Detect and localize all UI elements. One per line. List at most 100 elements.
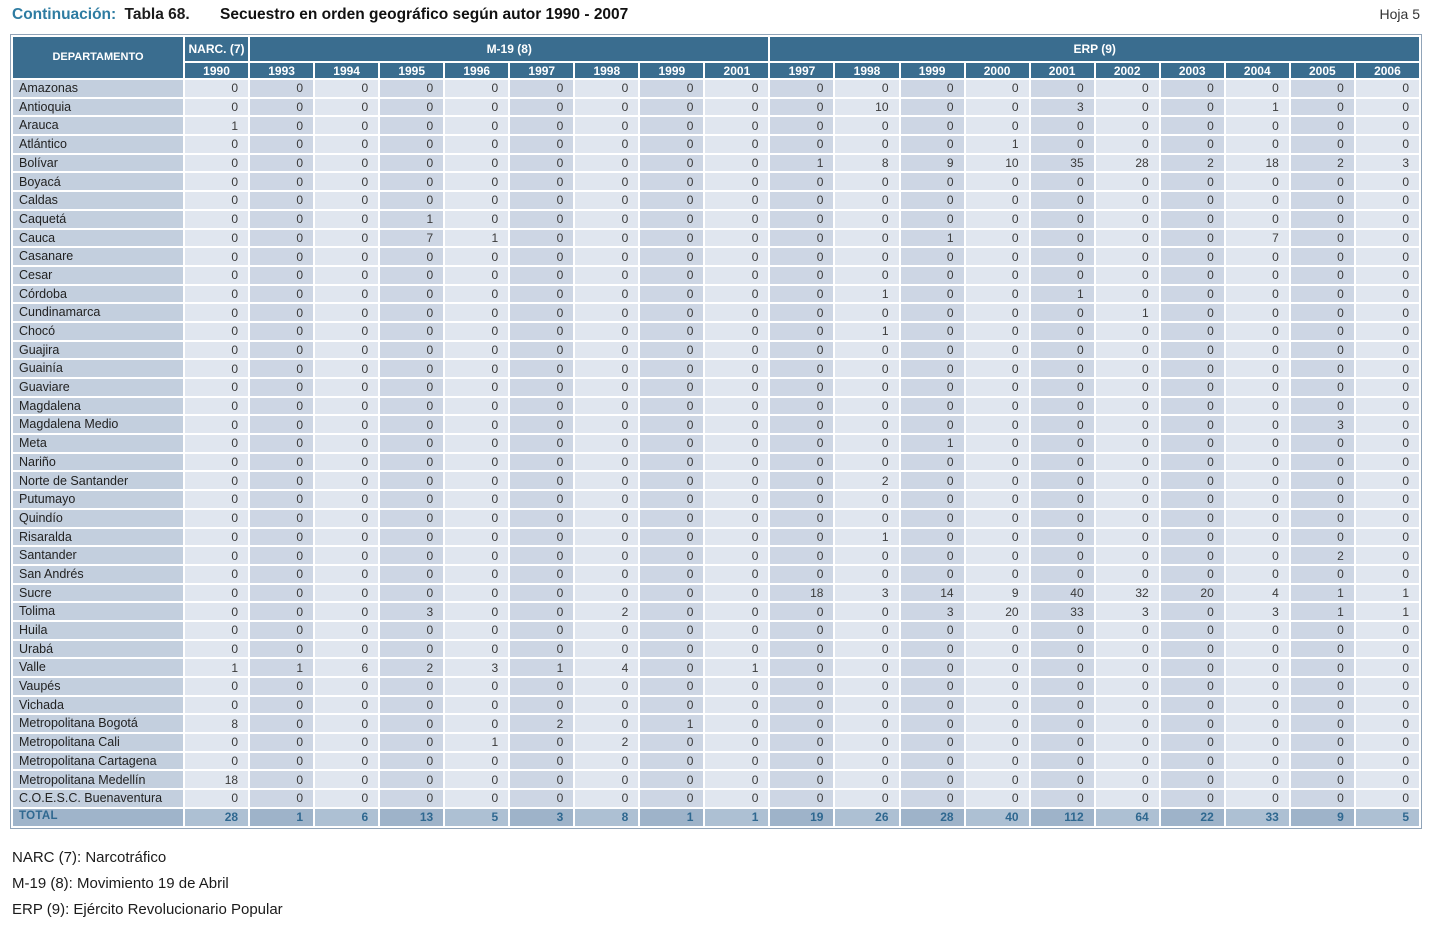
table-cell: 0: [1355, 640, 1419, 658]
table-cell: 0: [705, 136, 769, 153]
table-cell: 0: [1355, 752, 1419, 770]
table-cell: 0: [900, 453, 964, 471]
table-cell: 0: [1290, 285, 1354, 303]
table-cell: 0: [1225, 136, 1289, 153]
table-row-santander: Santander 0 0 0 0 0 0 0 0 0 0 0 0 0 0 0 0 0 2 0: [13, 547, 1419, 564]
row-label: C.O.E.S.C. Buenaventura: [13, 790, 183, 807]
table-cell: 0: [575, 136, 639, 153]
table-cell: 0: [900, 304, 964, 321]
table-cell: 0: [445, 173, 509, 191]
table-cell: 0: [640, 528, 704, 546]
table-cell: 0: [445, 472, 509, 490]
table-cell: 0: [1290, 734, 1354, 751]
table-cell: 0: [1160, 210, 1224, 228]
table-cell: 0: [1160, 192, 1224, 209]
table-cell: 2: [510, 715, 574, 733]
table-cell: 0: [445, 678, 509, 695]
table-row-cauca: Cauca 0 0 0 7 1 0 0 0 0 0 0 1 0 0 0 0 7 0 0: [13, 229, 1419, 247]
table-cell: 0: [1225, 435, 1289, 452]
table-cell: 0: [510, 472, 574, 490]
table-cell: 0: [900, 360, 964, 377]
table-cell: 1: [1030, 285, 1094, 303]
table-cell: 0: [770, 435, 834, 452]
table-cell: 0: [1225, 266, 1289, 284]
table-cell: 0: [965, 678, 1029, 695]
table-cell: 0: [965, 173, 1029, 191]
table-cell: 0: [575, 509, 639, 527]
table-cell: 0: [705, 341, 769, 359]
table-cell: 0: [900, 322, 964, 340]
table-cell: 0: [835, 621, 899, 639]
table-cell: 0: [1095, 640, 1159, 658]
table-cell: 0: [900, 790, 964, 807]
table-cell: 0: [510, 117, 574, 135]
table-cell: 0: [445, 435, 509, 452]
table-cell: 0: [705, 491, 769, 508]
table-cell: 0: [445, 136, 509, 153]
table-cell: 0: [900, 285, 964, 303]
table-cell: 9: [1290, 808, 1354, 826]
row-label: Norte de Santander: [13, 472, 183, 490]
table-cell: 0: [315, 678, 379, 695]
table-cell: 0: [1225, 304, 1289, 321]
table-cell: 0: [575, 790, 639, 807]
table-cell: 0: [835, 80, 899, 97]
table-cell: 0: [315, 304, 379, 321]
table-cell: 0: [185, 678, 249, 695]
table-row-vaup-s: Vaupés 0 0 0 0 0 0 0 0 0 0 0 0 0 0 0 0 0 0 0: [13, 678, 1419, 695]
footnote-m19: M-19 (8): Movimiento 19 de Abril: [12, 874, 229, 892]
table-row-magdalena-medio: Magdalena Medio 0 0 0 0 0 0 0 0 0 0 0 0 0 0 0 0 0 3 0: [13, 416, 1419, 434]
row-label: Cundinamarca: [13, 304, 183, 321]
table-cell: 0: [575, 472, 639, 490]
table-cell: 0: [965, 266, 1029, 284]
year-header-m-19-8-1999: 1999: [640, 63, 704, 78]
table-cell: 9: [900, 154, 964, 172]
table-cell: 0: [1290, 360, 1354, 377]
table-cell: 0: [445, 304, 509, 321]
table-cell: 0: [250, 678, 314, 695]
table-cell: 0: [1290, 397, 1354, 415]
table-cell: 0: [640, 640, 704, 658]
table-cell: 0: [575, 771, 639, 789]
table-cell: 0: [1290, 659, 1354, 676]
table-cell: 0: [1290, 491, 1354, 508]
year-header-erp-9-1997: 1997: [770, 63, 834, 78]
year-header-m-19-8-1996: 1996: [445, 63, 509, 78]
table-cell: 0: [1290, 173, 1354, 191]
table-cell: 0: [965, 360, 1029, 377]
table-cell: 0: [640, 304, 704, 321]
table-cell: 0: [1355, 210, 1419, 228]
table-cell: 0: [1160, 229, 1224, 247]
table-cell: 0: [705, 584, 769, 602]
table-cell: 0: [445, 341, 509, 359]
table-cell: 1: [1095, 304, 1159, 321]
table-cell: 0: [1355, 248, 1419, 265]
table-cell: 0: [445, 379, 509, 396]
row-label: Valle: [13, 659, 183, 676]
table-cell: 0: [445, 266, 509, 284]
table-cell: 0: [1290, 435, 1354, 452]
table-cell: 0: [1225, 790, 1289, 807]
total-row-label: TOTAL: [13, 808, 183, 826]
table-cell: 0: [510, 752, 574, 770]
table-cell: 0: [835, 696, 899, 714]
table-cell: 0: [250, 416, 314, 434]
table-cell: 0: [1160, 678, 1224, 695]
table-cell: 0: [900, 621, 964, 639]
table-cell: 0: [1225, 173, 1289, 191]
table-cell: 28: [1095, 154, 1159, 172]
table-cell: 0: [640, 472, 704, 490]
table-cell: 1: [835, 285, 899, 303]
table-cell: 0: [250, 435, 314, 452]
table-cell: 0: [250, 790, 314, 807]
table-cell: 0: [380, 173, 444, 191]
table-cell: 1: [835, 322, 899, 340]
title-bar: Continuación: Tabla 68. Secuestro en ord…: [10, 4, 1422, 34]
table-cell: 18: [185, 771, 249, 789]
table-cell: 0: [575, 547, 639, 564]
table-cell: 0: [705, 379, 769, 396]
table-cell: 0: [1160, 136, 1224, 153]
header-year-row: 1990 1993 1994 1995 1996 1997 1998 1999 2001 1997…: [13, 63, 1419, 78]
table-cell: 7: [380, 229, 444, 247]
table-cell: 0: [705, 173, 769, 191]
